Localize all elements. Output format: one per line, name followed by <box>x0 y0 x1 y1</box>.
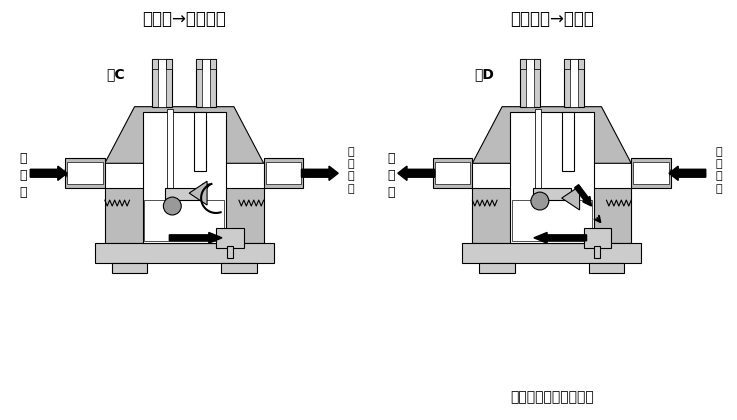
Bar <box>433 158 472 188</box>
Bar <box>65 158 105 188</box>
Bar <box>165 188 203 200</box>
Text: シ
リ
ン
ダ: シ リ ン ダ <box>716 147 722 194</box>
Bar <box>535 109 541 189</box>
Bar <box>578 59 584 69</box>
Bar <box>210 59 216 69</box>
Bar <box>564 59 570 69</box>
Bar <box>570 59 578 107</box>
Bar <box>95 243 273 262</box>
Bar <box>633 162 669 184</box>
Bar <box>520 59 540 107</box>
Bar <box>112 262 147 273</box>
Text: 図C: 図C <box>107 67 125 81</box>
Polygon shape <box>472 107 632 163</box>
Bar <box>264 158 304 188</box>
Bar <box>216 228 244 248</box>
Polygon shape <box>105 107 264 163</box>
Circle shape <box>531 192 549 210</box>
Text: 切
換
弁: 切 換 弁 <box>20 152 27 199</box>
Bar <box>153 59 158 69</box>
Bar <box>142 112 226 243</box>
Bar <box>595 246 601 258</box>
Bar <box>153 59 172 107</box>
Text: 〈ストロークエンド〉: 〈ストロークエンド〉 <box>510 390 594 404</box>
Bar <box>67 162 102 184</box>
Text: 切換弁→シリンダ: 切換弁→シリンダ <box>142 10 226 28</box>
Bar <box>526 59 534 107</box>
Bar <box>512 200 592 241</box>
Bar <box>202 59 210 107</box>
Bar <box>194 112 206 171</box>
Bar <box>196 59 202 69</box>
Bar <box>479 262 515 273</box>
Bar <box>196 59 216 107</box>
Circle shape <box>164 197 181 215</box>
Bar <box>533 188 570 200</box>
FancyArrow shape <box>669 166 706 181</box>
FancyArrow shape <box>301 166 338 181</box>
Bar <box>534 59 540 69</box>
Text: 図D: 図D <box>475 67 495 81</box>
Bar <box>158 59 167 107</box>
Bar <box>589 262 624 273</box>
Bar <box>564 59 584 107</box>
Bar <box>227 246 233 258</box>
Bar <box>167 59 172 69</box>
FancyArrow shape <box>575 185 592 206</box>
Bar <box>510 112 593 243</box>
Bar <box>167 109 173 189</box>
Polygon shape <box>562 186 579 210</box>
Bar <box>221 262 256 273</box>
FancyArrow shape <box>30 166 67 181</box>
Bar <box>520 59 526 69</box>
Bar <box>462 243 641 262</box>
Text: 切
換
弁: 切 換 弁 <box>387 152 394 199</box>
FancyArrow shape <box>170 232 222 243</box>
Bar <box>435 162 470 184</box>
Bar <box>584 228 612 248</box>
Bar <box>632 158 671 188</box>
Bar <box>472 188 632 243</box>
Text: シリンダ→切換弁: シリンダ→切換弁 <box>510 10 594 28</box>
Bar <box>144 200 224 241</box>
Polygon shape <box>189 181 207 205</box>
Bar <box>265 162 301 184</box>
Bar <box>105 188 264 243</box>
FancyArrow shape <box>398 166 435 181</box>
FancyArrow shape <box>534 232 587 243</box>
Bar <box>562 112 573 171</box>
Text: シ
リ
ン
ダ: シ リ ン ダ <box>348 147 354 194</box>
